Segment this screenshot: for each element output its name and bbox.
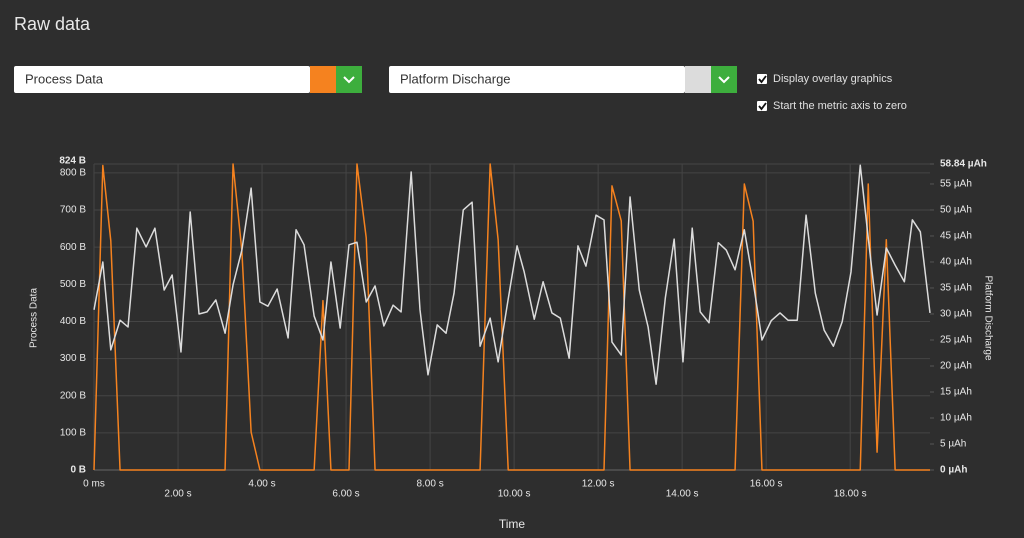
y-tick-label: 700 B xyxy=(60,205,86,216)
dropdown-button[interactable] xyxy=(336,66,362,93)
checkbox-group: Display overlay graphics Start the metric… xyxy=(757,73,907,112)
y2-tick-label: 50 µAh xyxy=(940,205,972,216)
y2-tick-label: 25 µAh xyxy=(940,335,972,346)
y-tick-label: 300 B xyxy=(60,353,86,364)
y2-tick-label: 58.84 µAh xyxy=(940,159,987,170)
selector[interactable]: Platform Discharge xyxy=(389,66,737,93)
x-tick-label: 6.00 s xyxy=(332,489,359,500)
color-swatch[interactable] xyxy=(685,66,711,93)
y2-tick-label: 55 µAh xyxy=(940,179,972,190)
x-tick-label: 8.00 s xyxy=(416,479,443,490)
checkbox-label: Start the metric axis to zero xyxy=(773,100,907,112)
selector-box[interactable] xyxy=(14,66,310,93)
series-line xyxy=(93,163,930,471)
x-tick-label: 12.00 s xyxy=(582,479,615,490)
y-tick-label: 100 B xyxy=(60,428,86,439)
selector-box[interactable] xyxy=(389,66,685,93)
x-tick-label: 4.00 s xyxy=(248,479,275,490)
y2-tick-label: 15 µAh xyxy=(940,387,972,398)
checkbox[interactable] xyxy=(757,101,767,111)
series-line xyxy=(93,164,931,385)
dropdown-button[interactable] xyxy=(711,66,737,93)
y-axis-title: Process Data xyxy=(29,288,40,348)
x-tick-label: 14.00 s xyxy=(666,489,699,500)
y2-tick-label: 30 µAh xyxy=(940,309,972,320)
y-tick-label: 824 B xyxy=(59,156,86,167)
y2-axis-title: Platform Discharge xyxy=(982,275,993,360)
chart: 0 B 100 B 200 B 300 B 400 B 500 B 600 B 700 B 80… xyxy=(29,156,994,532)
x-tick-label: 2.00 s xyxy=(164,489,191,500)
y-tick-label: 400 B xyxy=(60,316,86,327)
y2-tick-label: 35 µAh xyxy=(940,283,972,294)
color-swatch[interactable] xyxy=(310,66,336,93)
y2-tick-label: 10 µAh xyxy=(940,413,972,424)
y-tick-label: 500 B xyxy=(60,279,86,290)
y2-tick-label: 40 µAh xyxy=(940,257,972,268)
x-tick-label: 18.00 s xyxy=(834,489,867,500)
selector-label: Platform Discharge xyxy=(400,71,511,86)
x-tick-label: 16.00 s xyxy=(750,479,783,490)
chevron xyxy=(718,76,730,84)
y2-tick-label: 20 µAh xyxy=(940,361,972,372)
checkbox[interactable] xyxy=(757,74,767,84)
y-tick-label: 0 B xyxy=(70,465,86,476)
x-tick-label: 0 ms xyxy=(83,479,105,490)
checkbox-label: Display overlay graphics xyxy=(773,73,893,85)
selector-label: Process Data xyxy=(25,71,104,86)
x-tick-label: 10.00 s xyxy=(498,489,531,500)
y2-tick-label: 0 µAh xyxy=(940,465,967,476)
y2-tick-label: 45 µAh xyxy=(940,231,972,242)
x-axis-title: Time xyxy=(499,517,526,531)
selector[interactable]: Process Data xyxy=(14,66,362,93)
page-title: Raw data xyxy=(14,14,91,34)
y-tick-label: 600 B xyxy=(60,242,86,253)
chevron xyxy=(343,76,355,84)
checkmark xyxy=(758,102,767,111)
y-tick-label: 200 B xyxy=(60,390,86,401)
checkmark xyxy=(758,75,767,84)
y2-tick-label: 5 µAh xyxy=(940,439,966,450)
y-tick-label: 800 B xyxy=(60,168,86,179)
